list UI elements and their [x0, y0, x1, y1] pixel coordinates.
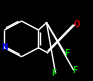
- Text: F: F: [64, 49, 70, 58]
- Text: F: F: [72, 66, 78, 75]
- Text: O: O: [74, 20, 81, 29]
- Text: N: N: [2, 43, 8, 52]
- Text: F: F: [51, 69, 56, 78]
